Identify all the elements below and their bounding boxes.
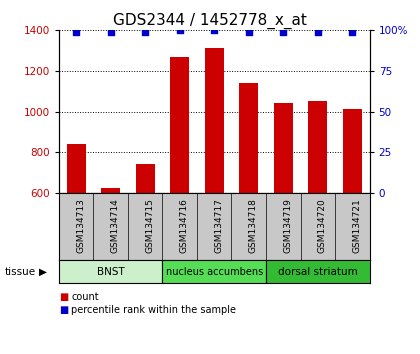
Bar [239, 83, 258, 193]
Point [73, 29, 79, 35]
Bar [343, 109, 362, 193]
Bar [170, 57, 189, 193]
Text: BNST: BNST [97, 267, 124, 277]
Text: ■: ■ [59, 292, 68, 302]
Point [142, 29, 149, 35]
Point [349, 29, 356, 35]
Text: GSM134714: GSM134714 [110, 198, 120, 253]
Text: GSM134719: GSM134719 [283, 198, 292, 253]
Text: dorsal striatum: dorsal striatum [278, 267, 358, 277]
Text: GSM134716: GSM134716 [180, 198, 189, 253]
Bar [66, 144, 86, 193]
Bar [205, 48, 224, 193]
Bar [101, 188, 120, 193]
Text: count: count [71, 292, 99, 302]
Point [176, 27, 183, 33]
Bar [274, 103, 293, 193]
Text: ▶: ▶ [39, 267, 47, 277]
Point [245, 29, 252, 35]
Text: GSM134721: GSM134721 [352, 198, 361, 253]
Text: GSM134720: GSM134720 [318, 198, 327, 253]
Bar [308, 101, 327, 193]
Text: GSM134715: GSM134715 [145, 198, 154, 253]
Text: GDS2344 / 1452778_x_at: GDS2344 / 1452778_x_at [113, 12, 307, 29]
Text: GSM134717: GSM134717 [214, 198, 223, 253]
Point [211, 27, 218, 33]
Bar [266, 260, 370, 283]
Bar [163, 260, 266, 283]
Point [107, 29, 114, 35]
Point [315, 29, 321, 35]
Text: nucleus accumbens: nucleus accumbens [165, 267, 263, 277]
Bar [59, 260, 163, 283]
Point [280, 29, 286, 35]
Bar [136, 164, 155, 193]
Text: ■: ■ [59, 305, 68, 315]
Text: GSM134713: GSM134713 [76, 198, 85, 253]
Text: percentile rank within the sample: percentile rank within the sample [71, 305, 236, 315]
Text: GSM134718: GSM134718 [249, 198, 258, 253]
Text: tissue: tissue [4, 267, 35, 277]
